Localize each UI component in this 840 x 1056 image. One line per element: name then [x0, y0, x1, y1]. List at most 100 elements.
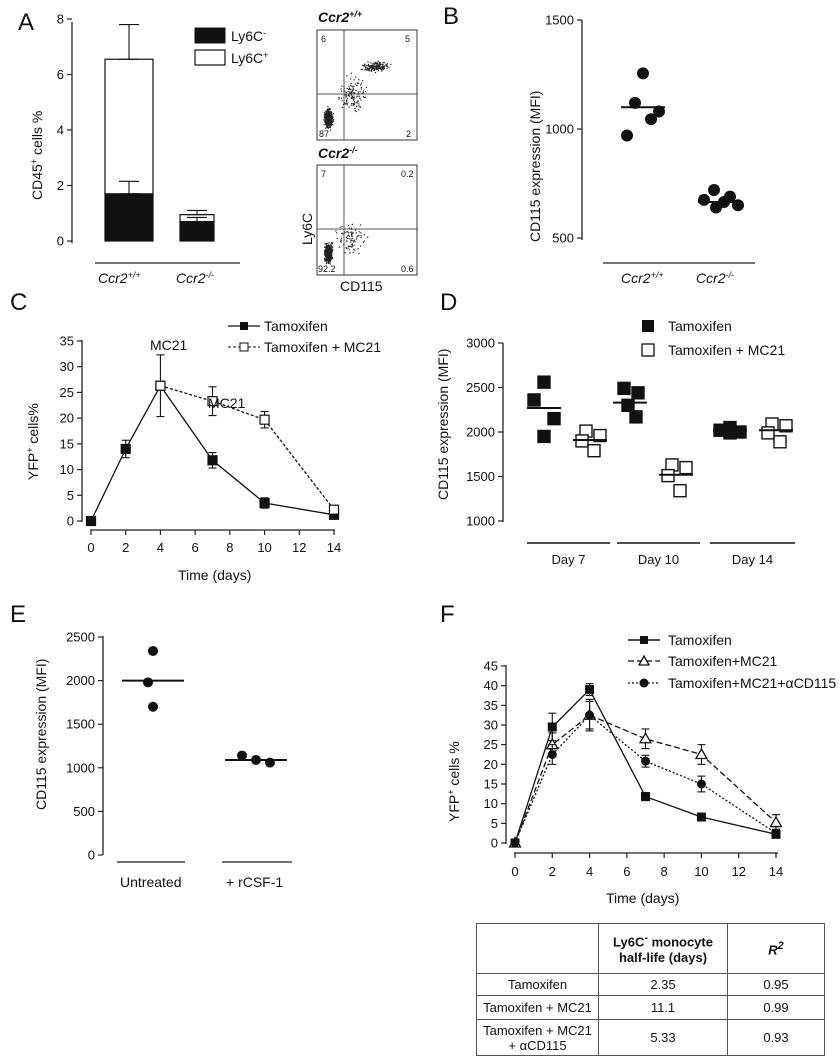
- flow-event-dot: [346, 99, 348, 101]
- d-group-label: Day 10: [638, 552, 679, 567]
- flow-event-dot: [381, 68, 383, 70]
- flow-event-dot: [372, 66, 374, 68]
- c-data-point-mc21: [328, 504, 340, 515]
- e-y-tick-label: 1000: [66, 760, 95, 775]
- flow-event-dot: [326, 120, 328, 122]
- f-x-tick-label: 12: [731, 864, 745, 879]
- flow-event-dot: [375, 66, 377, 68]
- flow-event-dot: [326, 113, 328, 115]
- flow-event-dot: [376, 65, 378, 67]
- flow-event-dot: [350, 94, 352, 96]
- flow-event-dot: [359, 106, 361, 108]
- flow-event-dot: [351, 236, 353, 238]
- flow-event-dot: [329, 122, 331, 124]
- flow-event-dot: [380, 63, 382, 65]
- flow-event-dot: [341, 226, 343, 228]
- flow-event-dot: [377, 69, 380, 72]
- flow-event-dot: [324, 260, 326, 262]
- flow-event-dot: [330, 114, 332, 116]
- flow-event-dot: [327, 244, 329, 246]
- flow-event-dot: [357, 95, 359, 97]
- flow-event-dot: [342, 103, 344, 105]
- f-data-point-mc21: [769, 815, 783, 828]
- c-x-tick-label: 10: [257, 540, 271, 555]
- flow-event-dot: [348, 232, 350, 234]
- flow-event-dot: [363, 234, 365, 236]
- table-cell-r2: 0.93: [727, 1019, 825, 1056]
- flow-y-axis-label: Ly6C: [299, 213, 315, 245]
- flow-event-dot: [332, 246, 334, 248]
- flow-event-dot: [363, 64, 366, 67]
- flow-event-dot: [357, 235, 359, 237]
- c-data-point-mc21: [155, 380, 166, 391]
- d-legend-marker-tamoxifen: [642, 320, 654, 332]
- d-data-point-tamoxifen: [537, 375, 551, 389]
- d-y-axis-label: CD115 expression (MFI): [435, 349, 451, 500]
- table-header-row: Ly6C- monocyte half-life (days) R2: [476, 923, 825, 974]
- flow-event-dot: [328, 254, 330, 256]
- d-y-tick-label: 2500: [466, 380, 495, 395]
- flow-event-dot: [349, 245, 351, 248]
- flow-event-dot: [381, 67, 384, 69]
- flow-event-dot: [329, 116, 331, 118]
- flow-event-dot: [376, 68, 378, 71]
- flow-event-dot: [324, 252, 326, 254]
- flow-event-dot: [327, 117, 329, 119]
- flow-event-dot: [385, 64, 387, 66]
- flow-event-dot: [325, 116, 327, 118]
- panel-label-a: A: [18, 9, 34, 36]
- flow-event-dot: [332, 113, 334, 115]
- flow-event-dot: [329, 247, 331, 249]
- f-x-tick-label: 4: [586, 864, 593, 879]
- flow-event-dot: [348, 88, 350, 90]
- flow-event-dot: [365, 65, 367, 67]
- flow-event-dot: [344, 252, 346, 254]
- flow-event-dot: [377, 67, 379, 70]
- flow-event-dot: [328, 245, 330, 247]
- flow-event-dot: [324, 115, 326, 117]
- d-y-tick-label: 1500: [466, 469, 495, 484]
- f-data-point-tamoxifen: [585, 685, 595, 695]
- a-y-axis-label: CD45+ cells %: [29, 111, 45, 200]
- flow-event-dot: [329, 261, 331, 263]
- flow-event-dot: [323, 124, 325, 126]
- flow-event-dot: [329, 117, 331, 119]
- flow-event-dot: [365, 96, 367, 98]
- flow-event-dot: [331, 121, 333, 123]
- flow-event-dot: [332, 116, 334, 118]
- flow-event-dot: [357, 91, 359, 93]
- flow-event-dot: [324, 120, 326, 122]
- d-data-point-tamoxifen: [631, 386, 645, 400]
- flow-event-dot: [349, 252, 351, 254]
- d-legend-label-mc21: Tamoxifen + MC21: [668, 342, 785, 358]
- f-y-tick-label: 15: [484, 777, 498, 792]
- flow-event-dot: [351, 231, 353, 233]
- d-y-tick-label: 3000: [466, 336, 495, 351]
- flow-event-dot: [374, 63, 376, 65]
- flow-event-dot: [327, 114, 329, 116]
- flow-event-dot: [327, 259, 329, 261]
- table-header-half-life: Ly6C- monocyte half-life (days): [598, 923, 728, 974]
- flow-event-dot: [344, 102, 346, 104]
- b-y-tick-label: 500: [552, 231, 574, 246]
- flow-event-dot: [326, 246, 328, 248]
- flow-event-dot: [358, 79, 360, 81]
- flow-event-dot: [355, 89, 357, 91]
- flow-event-dot: [329, 126, 331, 128]
- flow-event-dot: [326, 254, 328, 256]
- flow-event-dot: [326, 256, 328, 258]
- c-data-point-mc21: [207, 396, 218, 407]
- flow-event-dot: [359, 91, 361, 93]
- d-group-label: Day 14: [732, 552, 773, 567]
- flow-event-dot: [346, 247, 348, 249]
- flow-event-dot: [328, 253, 330, 256]
- table-header-empty: [476, 923, 599, 974]
- flow-event-dot: [326, 247, 329, 249]
- flow-event-dot: [344, 232, 346, 234]
- flow-event-dot: [353, 92, 355, 94]
- flow-event-dot: [351, 244, 353, 246]
- a-bar-ly6c-pos: [104, 58, 154, 195]
- f-x-tick-label: 6: [623, 864, 630, 879]
- flow-event-dot: [348, 235, 351, 237]
- flow2-quadrant-ur: 0.2: [401, 169, 414, 179]
